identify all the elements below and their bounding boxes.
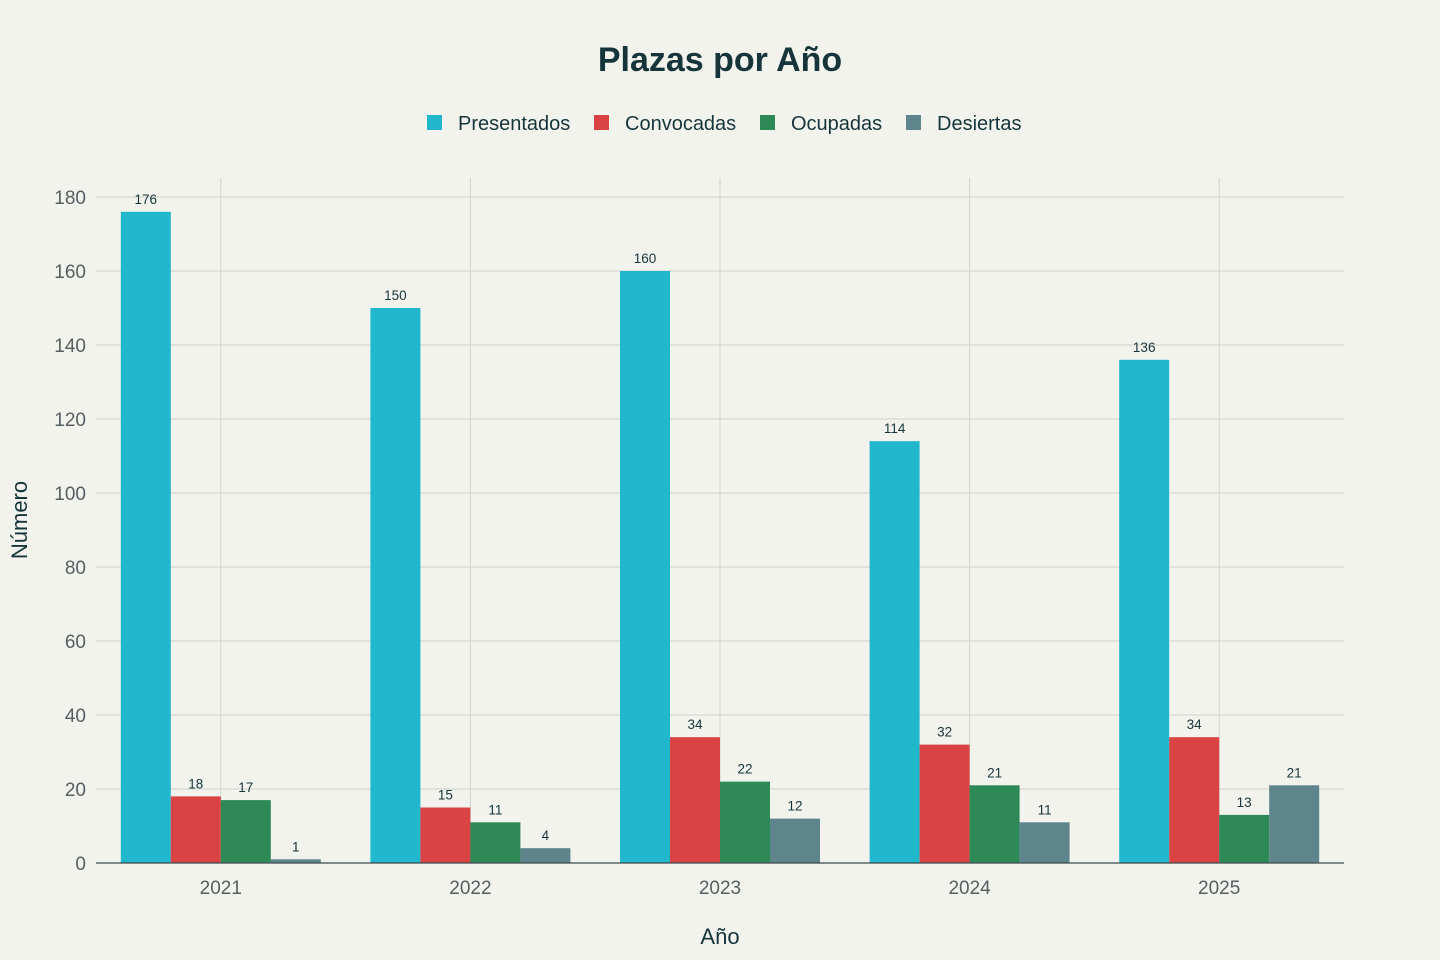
y-tick-label: 100 [54, 484, 86, 505]
y-tick-label: 60 [65, 632, 86, 653]
data-label: 150 [384, 288, 407, 303]
data-label: 13 [1237, 795, 1252, 810]
x-tick-label: 2023 [699, 878, 741, 899]
y-tick-label: 20 [65, 780, 86, 801]
y-tick-label: 180 [54, 188, 86, 209]
data-label: 17 [238, 780, 253, 795]
legend-swatch [594, 115, 609, 130]
legend-swatch [760, 115, 775, 130]
data-label: 21 [1287, 765, 1302, 780]
legend-swatch [906, 115, 921, 130]
data-label: 4 [542, 828, 550, 843]
legend-item-presentados: Presentados [427, 113, 570, 135]
bar-presentados-2025 [1119, 359, 1170, 863]
data-label: 136 [1133, 340, 1156, 355]
data-label: 114 [884, 421, 906, 436]
data-label: 12 [787, 799, 802, 814]
data-label: 21 [987, 765, 1002, 780]
bar-convocadas-2025 [1169, 737, 1220, 863]
x-tick-label: 2025 [1198, 878, 1240, 899]
data-label: 11 [1038, 802, 1052, 817]
legend-item-convocadas: Convocadas [594, 113, 736, 135]
bar-desiertas-2021 [270, 859, 321, 863]
bar-convocadas-2022 [420, 807, 471, 863]
bar-ocupadas-2022 [470, 822, 521, 863]
data-label: 15 [438, 788, 453, 803]
y-axis-title: Número [7, 481, 32, 559]
y-tick-label: 140 [54, 336, 86, 357]
y-tick-label: 80 [65, 558, 86, 579]
data-label: 34 [1187, 717, 1203, 732]
bar-desiertas-2025 [1269, 785, 1320, 863]
bar-desiertas-2022 [520, 848, 571, 863]
bars [120, 211, 1320, 864]
legend-label: Presentados [458, 113, 570, 135]
legend-swatch [427, 115, 442, 130]
bar-ocupadas-2023 [720, 781, 770, 863]
chart-title: Plazas por Año [598, 41, 842, 79]
bar-desiertas-2023 [770, 818, 820, 863]
x-tick-label: 2022 [449, 878, 491, 899]
legend-item-desiertas: Desiertas [906, 113, 1021, 135]
data-label: 1 [292, 839, 300, 854]
data-label: 176 [135, 192, 158, 207]
y-tick-label: 40 [65, 706, 86, 727]
bar-presentados-2022 [370, 308, 421, 863]
bar-presentados-2024 [869, 441, 920, 863]
bar-presentados-2021 [120, 211, 171, 864]
data-label: 32 [937, 725, 952, 740]
x-tick-label: 2021 [200, 878, 242, 899]
legend-label: Ocupadas [791, 113, 882, 135]
y-tick-label: 160 [54, 262, 86, 283]
legend-item-ocupadas: Ocupadas [760, 113, 882, 135]
bar-ocupadas-2025 [1219, 814, 1270, 863]
y-tick-label: 120 [54, 410, 86, 431]
bar-convocadas-2023 [670, 737, 720, 863]
data-label: 11 [488, 802, 502, 817]
data-label: 22 [737, 762, 752, 777]
bar-ocupadas-2021 [220, 800, 271, 863]
bar-presentados-2023 [620, 271, 670, 863]
legend: Presentados Convocadas Ocupadas Desiertas [427, 113, 1021, 135]
x-tick-label: 2024 [948, 878, 991, 899]
bar-desiertas-2024 [1019, 822, 1070, 863]
data-label: 34 [687, 717, 703, 732]
data-label: 18 [188, 776, 203, 791]
bar-convocadas-2024 [919, 744, 970, 863]
legend-label: Desiertas [937, 113, 1021, 135]
x-axis-title: Año [700, 924, 739, 949]
bar-ocupadas-2024 [969, 785, 1020, 863]
data-label: 160 [634, 251, 657, 266]
y-tick-label: 0 [75, 854, 86, 875]
bar-convocadas-2021 [170, 796, 221, 863]
x-axis-ticks: 2021 2022 2023 2024 2025 [200, 878, 1241, 899]
legend-label: Convocadas [625, 113, 736, 135]
y-axis-ticks: 0 20 40 60 80 100 120 140 160 180 [54, 188, 86, 875]
